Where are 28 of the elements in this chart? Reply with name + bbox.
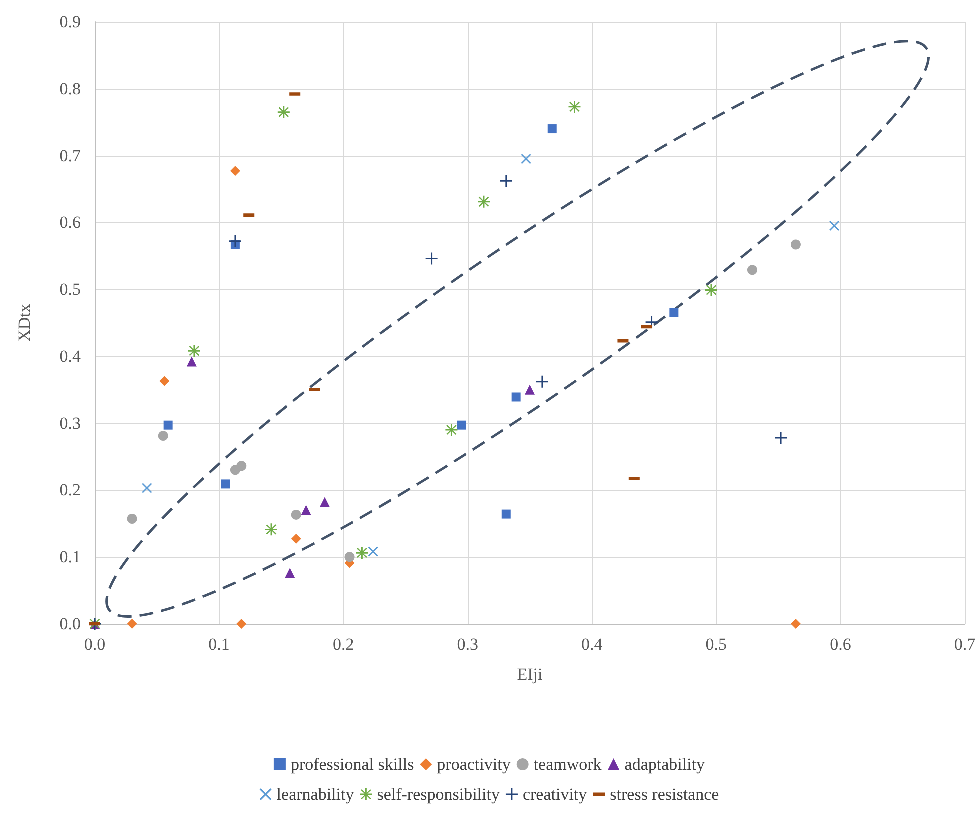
x-tick-label: 0.6 xyxy=(830,635,852,654)
x-tick-label: 0.5 xyxy=(706,635,728,654)
y-tick-label: 0.5 xyxy=(60,280,81,300)
y-tick-label: 0.9 xyxy=(60,12,81,32)
legend-label: learnability xyxy=(276,785,355,804)
legend-label: adaptability xyxy=(624,755,706,774)
y-axis-title: XDtx xyxy=(15,304,34,342)
legend-label: creativity xyxy=(522,785,588,804)
legend-label: self-responsibility xyxy=(377,785,500,804)
legend-label: professional skills xyxy=(290,755,414,774)
legend-label: proactivity xyxy=(437,755,512,774)
legend-label: teamwork xyxy=(534,755,602,774)
x-tick-label: 0.2 xyxy=(332,635,354,654)
y-tick-label: 0.7 xyxy=(60,146,82,166)
x-tick-label: 0.1 xyxy=(208,635,230,654)
x-tick-label: 0.3 xyxy=(457,635,478,654)
x-axis-title: EIji xyxy=(517,665,544,684)
y-tick-label: 0.3 xyxy=(60,414,81,433)
y-tick-label: 0.6 xyxy=(60,213,81,232)
y-tick-label: 0.2 xyxy=(60,480,81,500)
y-tick-label: 0.8 xyxy=(60,79,81,98)
legend-label: stress resistance xyxy=(610,785,720,804)
y-tick-label: 0.1 xyxy=(60,548,81,567)
x-tick-label: 0.7 xyxy=(954,635,976,654)
y-tick-label: 0.4 xyxy=(60,346,82,366)
y-tick-label: 0.0 xyxy=(60,614,81,634)
x-tick-label: 0.4 xyxy=(582,635,604,654)
x-tick-label: 0.0 xyxy=(84,635,106,654)
